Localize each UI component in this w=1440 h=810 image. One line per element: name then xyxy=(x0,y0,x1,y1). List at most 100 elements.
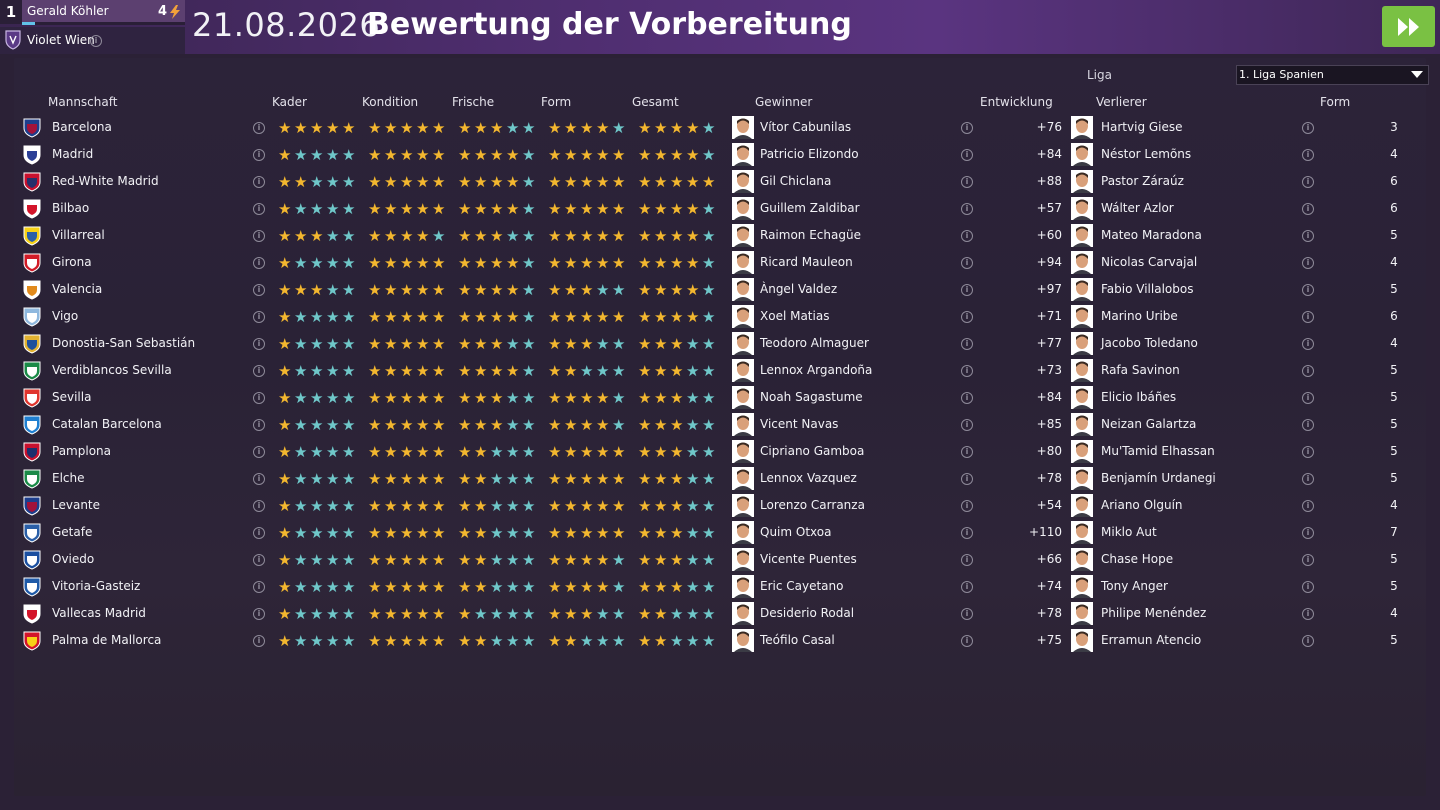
winner-avatar[interactable] xyxy=(732,413,754,436)
winner-avatar[interactable] xyxy=(732,548,754,571)
info-icon[interactable]: i xyxy=(961,284,973,296)
loser-name[interactable]: Nicolas Carvajal xyxy=(1101,255,1198,269)
info-icon[interactable]: i xyxy=(961,608,973,620)
info-icon[interactable]: i xyxy=(1302,311,1314,323)
winner-name[interactable]: Raimon Echagüe xyxy=(760,228,861,242)
table-row[interactable]: Vallecas Madrid i ★ ★ ★ ★ ★ ★ ★ ★ ★ ★ ★ ★ ★ ★ ★ ★ ★ ★ ★ ★ ★ ★ ★ ★… xyxy=(14,600,1426,627)
loser-avatar[interactable] xyxy=(1071,629,1093,652)
table-row[interactable]: Catalan Barcelona i ★ ★ ★ ★ ★ ★ ★ ★ ★ ★ ★ ★ ★ ★ ★ ★ ★ ★ ★ ★ ★ ★… xyxy=(14,411,1426,438)
info-icon[interactable]: i xyxy=(253,176,265,188)
info-icon[interactable]: i xyxy=(961,446,973,458)
loser-avatar[interactable] xyxy=(1071,602,1093,625)
loser-name[interactable]: Wálter Azlor xyxy=(1101,201,1174,215)
table-row[interactable]: Madrid i ★ ★ ★ ★ ★ ★ ★ ★ ★ ★ ★ ★ ★ ★ ★ ★ ★ ★ ★ ★ ★ ★ ★ ★ ★ Patricio… xyxy=(14,141,1426,168)
info-icon[interactable]: i xyxy=(961,338,973,350)
info-icon[interactable]: i xyxy=(1302,473,1314,485)
loser-name[interactable]: Néstor Lemõns xyxy=(1101,147,1192,161)
winner-name[interactable]: Eric Cayetano xyxy=(760,579,844,593)
manager-box[interactable]: 1 Gerald Köhler 4 Violet Wien i xyxy=(0,0,185,54)
table-row[interactable]: Donostia-San Sebastián i ★ ★ ★ ★ ★ ★ ★ ★ ★ ★ ★ ★ ★ ★ ★ ★ ★… xyxy=(14,330,1426,357)
team-name[interactable]: Verdiblancos Sevilla xyxy=(52,363,172,377)
info-icon[interactable]: i xyxy=(253,527,265,539)
table-row[interactable]: Verdiblancos Sevilla i ★ ★ ★ ★ ★ ★ ★ ★ ★ ★ ★ ★ ★ ★ ★ ★ ★ ★ ★… xyxy=(14,357,1426,384)
info-icon[interactable]: i xyxy=(253,419,265,431)
league-select[interactable]: 1. Liga Spanien xyxy=(1236,65,1429,85)
winner-name[interactable]: Xoel Matias xyxy=(760,309,830,323)
winner-avatar[interactable] xyxy=(732,224,754,247)
loser-avatar[interactable] xyxy=(1071,143,1093,166)
table-row[interactable]: Levante i ★ ★ ★ ★ ★ ★ ★ ★ ★ ★ ★ ★ ★ ★ ★ ★ ★ ★ ★ ★ ★ ★ ★ ★ ★ Lorenzo… xyxy=(14,492,1426,519)
team-name[interactable]: Madrid xyxy=(52,147,94,161)
loser-name[interactable]: Tony Anger xyxy=(1101,579,1168,593)
winner-avatar[interactable] xyxy=(732,467,754,490)
info-icon[interactable]: i xyxy=(1302,419,1314,431)
col-form[interactable]: Form xyxy=(541,95,572,109)
info-icon[interactable]: i xyxy=(253,473,265,485)
table-row[interactable]: Bilbao i ★ ★ ★ ★ ★ ★ ★ ★ ★ ★ ★ ★ ★ ★ ★ ★ ★ ★ ★ ★ ★ ★ ★ ★ ★ Guillem … xyxy=(14,195,1426,222)
info-icon[interactable]: i xyxy=(253,230,265,242)
info-icon[interactable]: i xyxy=(1302,527,1314,539)
team-name[interactable]: Girona xyxy=(52,255,92,269)
winner-name[interactable]: Noah Sagastume xyxy=(760,390,863,404)
info-icon[interactable]: i xyxy=(961,500,973,512)
info-icon[interactable]: i xyxy=(961,473,973,485)
winner-name[interactable]: Quim Otxoa xyxy=(760,525,832,539)
winner-avatar[interactable] xyxy=(732,116,754,139)
table-row[interactable]: Villarreal i ★ ★ ★ ★ ★ ★ ★ ★ ★ ★ ★ ★ ★ ★ ★ ★ ★ ★ ★ ★ ★ ★ ★ ★ ★ Raim… xyxy=(14,222,1426,249)
winner-avatar[interactable] xyxy=(732,521,754,544)
info-icon[interactable]: i xyxy=(253,203,265,215)
table-row[interactable]: Red-White Madrid i ★ ★ ★ ★ ★ ★ ★ ★ ★ ★ ★ ★ ★ ★ ★ ★ ★ ★ ★ ★ ★ ★ ★… xyxy=(14,168,1426,195)
info-icon[interactable]: i xyxy=(1302,122,1314,134)
loser-name[interactable]: Ariano Olguín xyxy=(1101,498,1183,512)
loser-avatar[interactable] xyxy=(1071,116,1093,139)
col-verlierer[interactable]: Verlierer xyxy=(1096,95,1147,109)
table-row[interactable]: Valencia i ★ ★ ★ ★ ★ ★ ★ ★ ★ ★ ★ ★ ★ ★ ★ ★ ★ ★ ★ ★ ★ ★ ★ ★ ★ Àngel … xyxy=(14,276,1426,303)
loser-avatar[interactable] xyxy=(1071,332,1093,355)
info-icon[interactable]: i xyxy=(253,500,265,512)
col-team[interactable]: Mannschaft xyxy=(48,95,118,109)
winner-name[interactable]: Cipriano Gamboa xyxy=(760,444,865,458)
winner-avatar[interactable] xyxy=(732,143,754,166)
loser-avatar[interactable] xyxy=(1071,251,1093,274)
loser-name[interactable]: Hartvig Giese xyxy=(1101,120,1183,134)
info-icon[interactable]: i xyxy=(1302,284,1314,296)
info-icon[interactable]: i xyxy=(961,635,973,647)
team-name[interactable]: Valencia xyxy=(52,282,103,296)
info-icon[interactable]: i xyxy=(1302,500,1314,512)
winner-name[interactable]: Lennox Vazquez xyxy=(760,471,857,485)
loser-name[interactable]: Benjamín Urdanegi xyxy=(1101,471,1216,485)
info-icon[interactable]: i xyxy=(961,581,973,593)
info-icon[interactable]: i xyxy=(961,122,973,134)
info-icon[interactable]: i xyxy=(961,365,973,377)
winner-avatar[interactable] xyxy=(732,575,754,598)
info-icon[interactable]: i xyxy=(253,365,265,377)
club-row[interactable]: Violet Wien i xyxy=(0,27,185,54)
table-row[interactable]: Oviedo i ★ ★ ★ ★ ★ ★ ★ ★ ★ ★ ★ ★ ★ ★ ★ ★ ★ ★ ★ ★ ★ ★ ★ ★ ★ Vicente … xyxy=(14,546,1426,573)
winner-avatar[interactable] xyxy=(732,305,754,328)
loser-name[interactable]: Mateo Maradona xyxy=(1101,228,1202,242)
winner-avatar[interactable] xyxy=(732,602,754,625)
info-icon[interactable]: i xyxy=(961,203,973,215)
info-icon[interactable]: i xyxy=(961,230,973,242)
table-row[interactable]: Girona i ★ ★ ★ ★ ★ ★ ★ ★ ★ ★ ★ ★ ★ ★ ★ ★ ★ ★ ★ ★ ★ ★ ★ ★ ★ Ricard M… xyxy=(14,249,1426,276)
winner-name[interactable]: Desiderio Rodal xyxy=(760,606,855,620)
loser-name[interactable]: Miklo Aut xyxy=(1101,525,1157,539)
winner-name[interactable]: Àngel Valdez xyxy=(760,282,838,296)
loser-avatar[interactable] xyxy=(1071,521,1093,544)
winner-avatar[interactable] xyxy=(732,359,754,382)
loser-avatar[interactable] xyxy=(1071,224,1093,247)
continue-button[interactable] xyxy=(1382,6,1435,47)
col-frische[interactable]: Frische xyxy=(452,95,495,109)
info-icon[interactable]: i xyxy=(1302,257,1314,269)
info-icon[interactable]: i xyxy=(961,149,973,161)
col-entwicklung[interactable]: Entwicklung xyxy=(980,95,1053,109)
table-row[interactable]: Pamplona i ★ ★ ★ ★ ★ ★ ★ ★ ★ ★ ★ ★ ★ ★ ★ ★ ★ ★ ★ ★ ★ ★ ★ ★ ★ Cipria… xyxy=(14,438,1426,465)
info-icon[interactable]: i xyxy=(1302,149,1314,161)
info-icon[interactable]: i xyxy=(253,554,265,566)
winner-avatar[interactable] xyxy=(732,170,754,193)
col-gesamt[interactable]: Gesamt xyxy=(632,95,679,109)
winner-name[interactable]: Guillem Zaldibar xyxy=(760,201,860,215)
team-name[interactable]: Oviedo xyxy=(52,552,95,566)
info-icon[interactable]: i xyxy=(1302,392,1314,404)
loser-avatar[interactable] xyxy=(1071,413,1093,436)
